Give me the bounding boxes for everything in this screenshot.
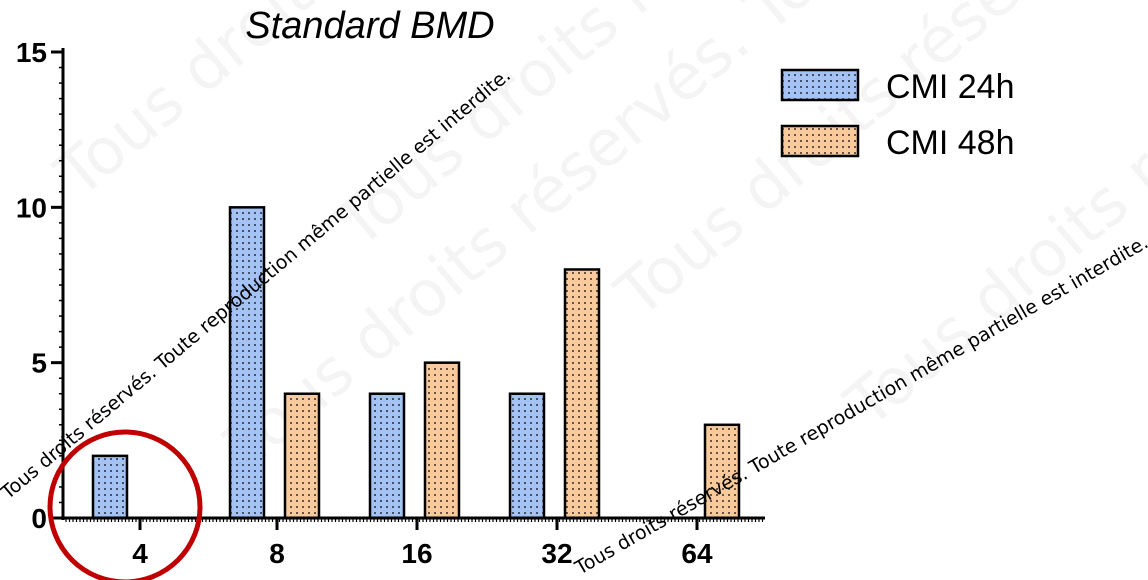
bar [508,392,546,520]
x-tick-label: 4 [132,538,148,569]
bars-layer [91,206,741,520]
bar-outline [508,392,546,520]
legend-item: CMI 24h [780,68,1015,106]
y-tick-label: 10 [16,192,47,223]
y-tick-label: 5 [31,348,47,379]
bar-outline [283,392,321,520]
legend-item: CMI 48h [780,124,1015,162]
legend-swatch-outline [780,68,860,102]
highlight-circle [47,429,203,580]
bar-outline [91,454,129,520]
bar-outline [228,206,266,520]
bar [703,423,741,520]
bar-outline [563,268,601,520]
bar [368,392,406,520]
y-tick-label: 0 [31,503,47,534]
x-tick-label: 16 [401,538,432,569]
bar [228,206,266,520]
bar-outline [703,423,741,520]
legend: CMI 24h CMI 48h [780,68,1015,162]
x-tick-label: 8 [269,538,285,569]
chart-title: Standard BMD [245,5,494,47]
bar-outline [423,361,461,520]
bar [563,268,601,520]
legend-label: CMI 24h [886,68,1015,106]
axes: 0 5 10 15 4 8 16 32 64 [16,37,765,569]
bar-outline [368,392,406,520]
bar [91,454,129,520]
x-tick-label: 64 [681,538,713,569]
bar [423,361,461,520]
bar [283,392,321,520]
legend-swatch-outline [780,124,860,158]
x-tick-label: 32 [541,538,572,569]
y-tick-label: 15 [16,37,47,68]
legend-label: CMI 48h [886,124,1015,162]
